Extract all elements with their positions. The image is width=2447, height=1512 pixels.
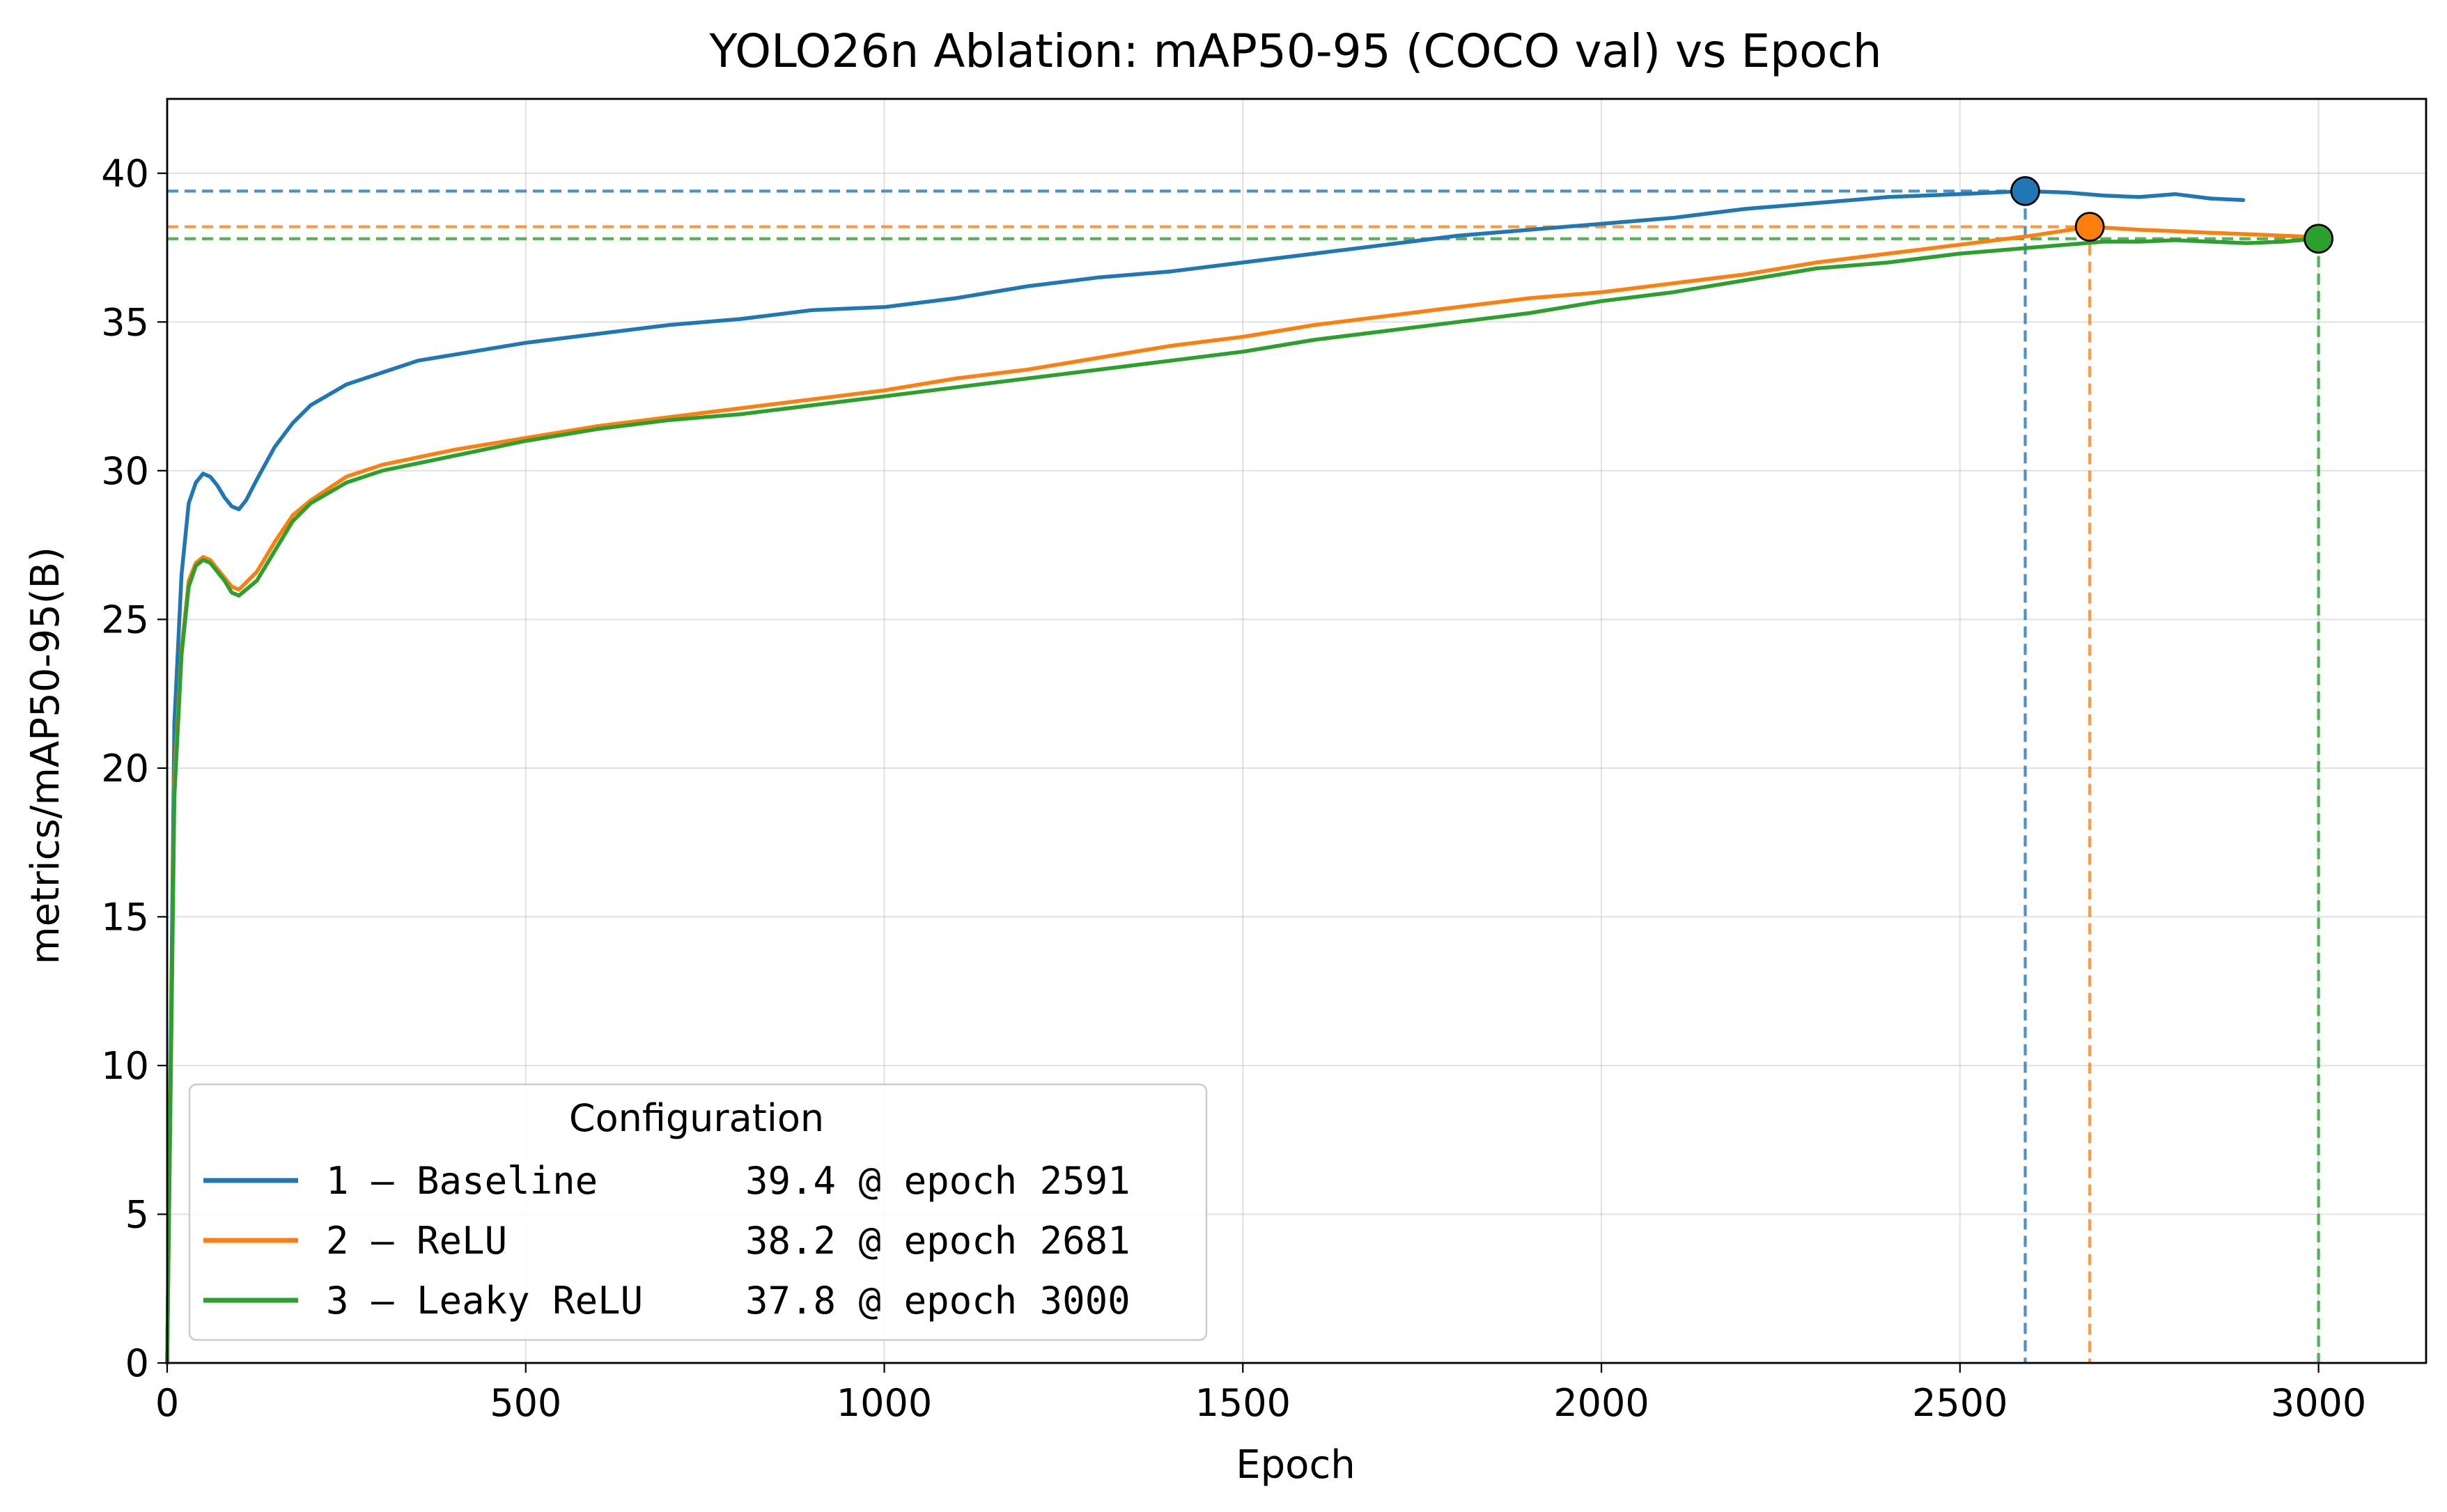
y-tick-label: 10	[101, 1044, 149, 1088]
y-tick-label: 0	[125, 1341, 149, 1385]
best-markers	[2010, 176, 2333, 254]
x-tick-label: 1500	[1195, 1381, 1291, 1425]
legend-entry-best: 39.4 @ epoch 2591	[745, 1159, 1131, 1203]
y-tick-label: 20	[101, 747, 149, 790]
y-tick-label: 15	[101, 895, 149, 939]
best-point-marker	[2074, 212, 2105, 242]
axes-frame	[166, 98, 2427, 1364]
best-guides	[167, 189, 2320, 1363]
x-axis-label: Epoch	[1236, 1442, 1355, 1488]
legend-entry-best: 38.2 @ epoch 2681	[745, 1219, 1131, 1263]
legend-entry-name: 3 – Leaky ReLU	[326, 1279, 643, 1323]
best-point-marker	[2010, 176, 2040, 206]
y-tick-label: 40	[101, 152, 149, 196]
chart-title: YOLO26n Ablation: mAP50-95 (COCO val) vs…	[708, 24, 1881, 78]
series-line	[165, 236, 2321, 1365]
legend-box	[188, 1083, 1208, 1341]
x-tick-label: 1000	[837, 1381, 932, 1425]
x-tick-label: 3000	[2271, 1381, 2366, 1425]
legend-entry-name: 1 – Baseline	[326, 1159, 598, 1203]
y-axis-label: metrics/mAP50-95(B)	[23, 547, 68, 965]
legend-entry-name: 2 – ReLU	[326, 1219, 507, 1263]
x-tick-label: 2500	[1912, 1381, 2007, 1425]
series-lines	[165, 189, 2321, 1365]
y-tick-label: 5	[125, 1192, 149, 1236]
y-tick-label: 25	[101, 598, 149, 641]
series-line	[165, 189, 2246, 1365]
x-axis-ticks: 0 500 1000 1500 2000 2500 3000	[155, 1363, 2366, 1425]
y-tick-label: 35	[101, 300, 149, 344]
x-tick-label: 500	[490, 1381, 561, 1425]
legend: Configuration 1 – Baseline 39.4 @ epoch 25…	[188, 1083, 1208, 1341]
x-tick-label: 2000	[1553, 1381, 1649, 1425]
y-axis-ticks: 0 5 10 15 20 25 30 35 40	[101, 152, 167, 1385]
x-tick-label: 0	[155, 1381, 179, 1425]
best-point-marker	[2304, 224, 2333, 254]
legend-title: Configuration	[569, 1096, 824, 1140]
y-tick-label: 30	[101, 449, 149, 493]
legend-entry-best: 37.8 @ epoch 3000	[745, 1279, 1131, 1323]
